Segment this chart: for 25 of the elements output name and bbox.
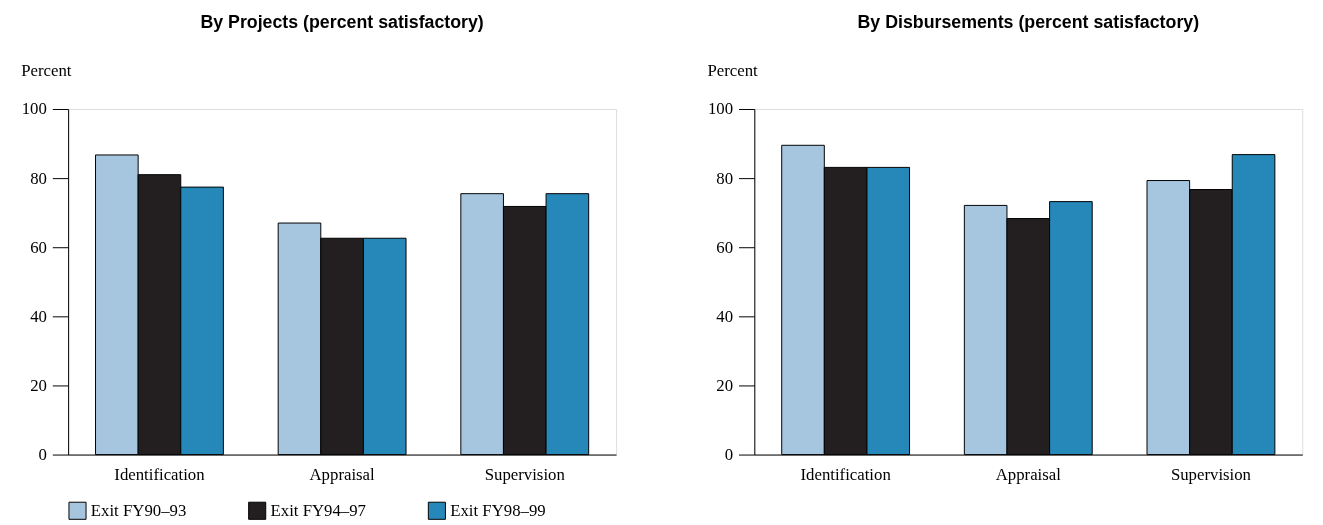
y-tick-label: 80 xyxy=(30,168,47,188)
chart-title: By Projects (percent satisfactory) xyxy=(200,12,484,33)
y-tick-label: 0 xyxy=(724,444,734,464)
y-tick-label: 40 xyxy=(30,306,47,326)
y-tick-label: 20 xyxy=(30,375,47,395)
y-axis-title: Percent xyxy=(21,60,72,80)
x-tick-label: Identification xyxy=(800,464,892,484)
y-tick-label: 20 xyxy=(716,375,734,395)
x-tick-label: Appraisal xyxy=(309,464,376,484)
y-tick-label: 100 xyxy=(707,99,734,119)
y-tick-label: 40 xyxy=(716,306,734,326)
y-tick-label: 100 xyxy=(21,99,47,119)
y-tick-label: 0 xyxy=(38,444,47,464)
y-tick-label: 60 xyxy=(30,237,47,257)
legend-label: Exit FY94–97 xyxy=(270,500,367,520)
x-tick-label: Appraisal xyxy=(995,464,1062,484)
legend-label: Exit FY98–99 xyxy=(450,500,546,520)
y-axis-title: Percent xyxy=(707,60,759,80)
y-tick-label: 60 xyxy=(716,237,734,257)
x-tick-label: Identification xyxy=(114,464,206,484)
chart-title: By Disbursements (percent satisfactory) xyxy=(857,12,1200,33)
y-tick-label: 80 xyxy=(716,168,734,188)
x-tick-label: Supervision xyxy=(484,464,566,484)
x-tick-label: Supervision xyxy=(1170,464,1252,484)
legend-label: Exit FY90–93 xyxy=(90,500,187,520)
